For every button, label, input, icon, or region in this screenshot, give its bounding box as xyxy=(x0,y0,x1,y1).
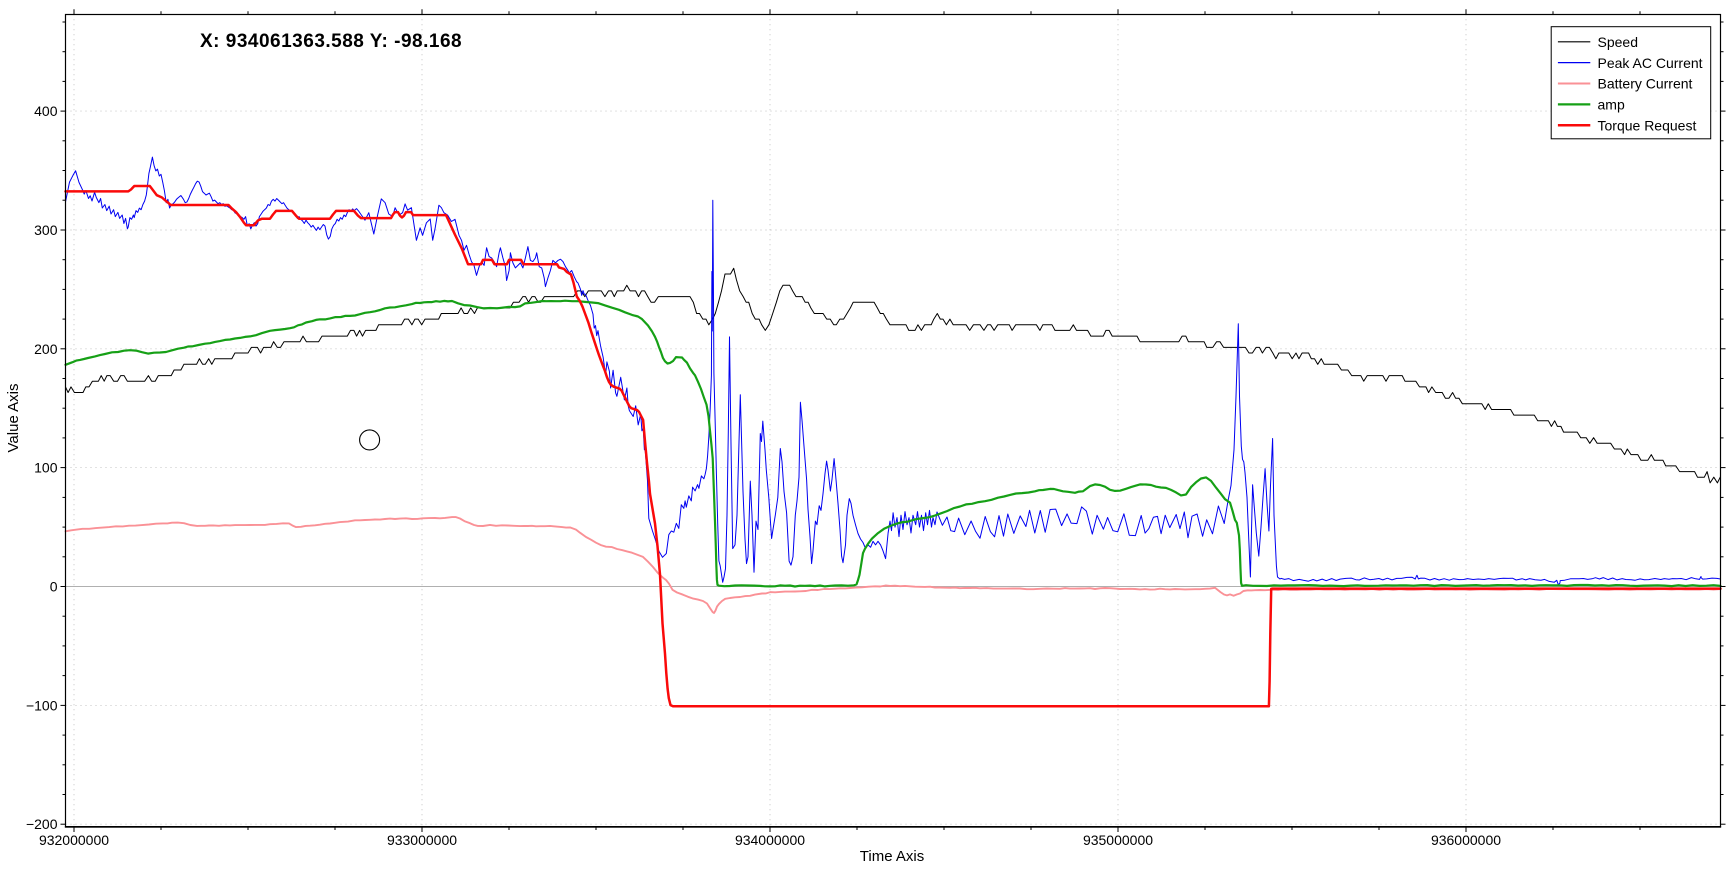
svg-text:Time Axis: Time Axis xyxy=(860,848,924,865)
svg-text:−200: −200 xyxy=(26,816,58,832)
svg-text:935000000: 935000000 xyxy=(1083,832,1153,848)
svg-text:Torque Request: Torque Request xyxy=(1598,118,1697,134)
svg-text:934000000: 934000000 xyxy=(735,832,805,848)
svg-text:Peak AC Current: Peak AC Current xyxy=(1598,55,1703,71)
svg-text:Battery Current: Battery Current xyxy=(1598,76,1693,92)
svg-text:200: 200 xyxy=(34,341,58,357)
svg-text:400: 400 xyxy=(34,103,58,119)
svg-text:100: 100 xyxy=(34,460,58,476)
svg-text:amp: amp xyxy=(1598,97,1625,113)
svg-text:Value Axis: Value Axis xyxy=(5,384,22,453)
svg-text:Speed: Speed xyxy=(1598,34,1638,50)
svg-text:932000000: 932000000 xyxy=(39,832,109,848)
svg-text:300: 300 xyxy=(34,222,58,238)
svg-text:−100: −100 xyxy=(26,697,58,713)
svg-text:X: 934061363.588 Y: -98.168: X: 934061363.588 Y: -98.168 xyxy=(200,31,462,52)
svg-text:936000000: 936000000 xyxy=(1431,832,1501,848)
svg-text:933000000: 933000000 xyxy=(387,832,457,848)
svg-text:0: 0 xyxy=(50,579,58,595)
